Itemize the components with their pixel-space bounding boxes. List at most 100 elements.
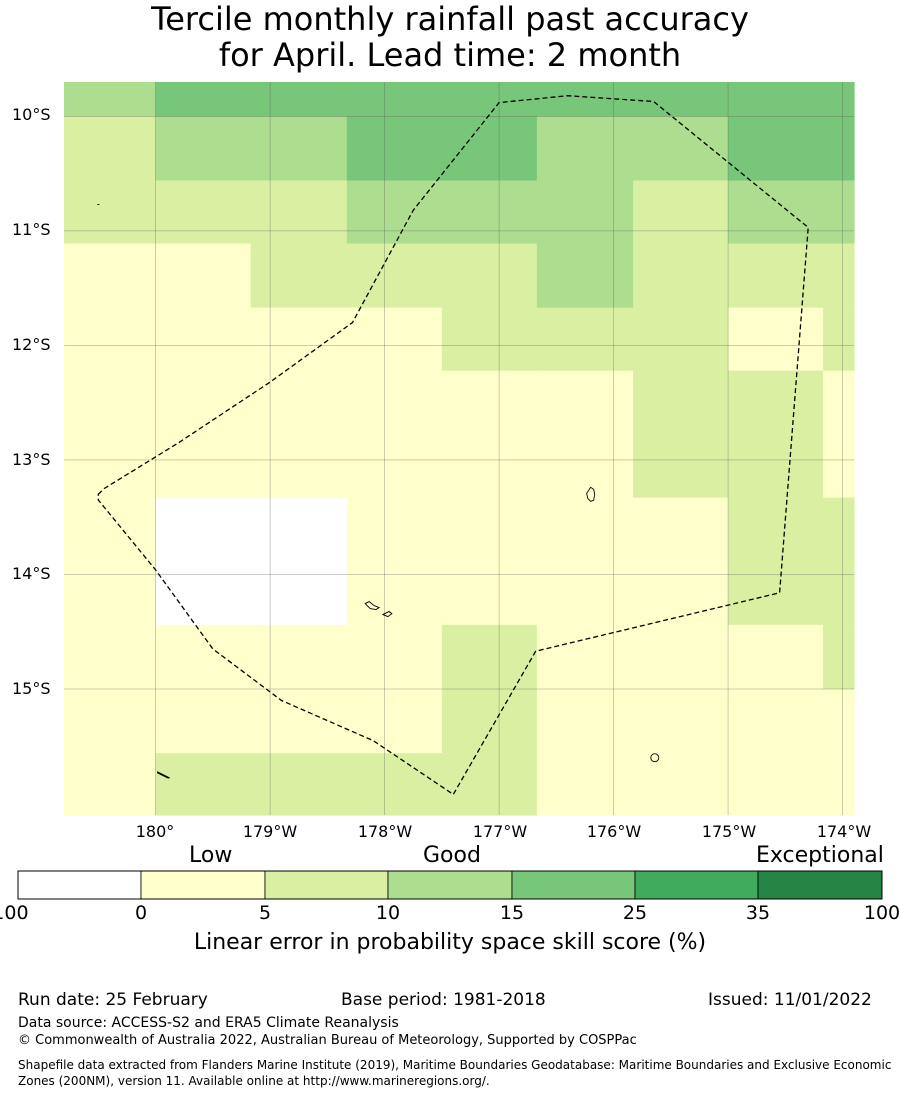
grid-cell (441, 180, 538, 245)
colorbar-tick-5: 5 (258, 902, 272, 924)
grid-cell (441, 753, 538, 816)
lon-label-175w: 175°W (701, 822, 757, 841)
grid-cell (633, 116, 729, 182)
grid-cell (346, 434, 443, 499)
grid-cell (155, 116, 252, 182)
copyright-notice: © Commonwealth of Australia 2022, Austra… (18, 1033, 637, 1048)
grid-cell (64, 434, 157, 499)
lat-label-13s: 13°S (12, 450, 51, 469)
grid-cell (346, 180, 443, 245)
grid-cell (346, 497, 443, 563)
grid-cell (728, 689, 824, 754)
grid-cell (64, 307, 157, 372)
grid-cell (536, 689, 634, 754)
grid-cell (155, 753, 252, 816)
lat-label-11s: 11°S (12, 220, 51, 239)
colorbar-segment (511, 870, 636, 900)
base-period: Base period: 1981-2018 (341, 990, 546, 1010)
grid-cell (250, 243, 348, 309)
grid-cell (823, 180, 855, 245)
grid-cell (536, 243, 634, 309)
grid-cell (346, 370, 443, 436)
lon-label-178w: 178°W (357, 822, 413, 841)
grid-cell (536, 116, 634, 182)
grid-cell (64, 180, 157, 245)
grid-cell (728, 753, 824, 816)
grid-cell (250, 82, 348, 117)
grid-cell (155, 180, 252, 245)
grid-cell (250, 689, 348, 754)
lat-label-14s: 14°S (12, 564, 51, 583)
grid-cell (64, 753, 157, 816)
grid-cell (728, 116, 824, 182)
category-low: Low (189, 843, 233, 868)
grid-cell (633, 243, 729, 309)
skill-grid (64, 82, 855, 816)
grid-cell (155, 307, 252, 372)
grid-cell (536, 561, 634, 626)
category-good: Good (423, 843, 481, 868)
alofi-island (381, 611, 393, 618)
grid-cell (250, 180, 348, 245)
grid-cell (64, 82, 157, 117)
grid-cell (728, 370, 824, 436)
grid-cell (633, 624, 729, 690)
niuafoou-island (650, 753, 660, 763)
grid-cell (633, 689, 729, 754)
colorbar-segment (17, 870, 142, 900)
colorbar-segment (757, 870, 883, 900)
map-title-line-1: Tercile monthly rainfall past accuracy (151, 0, 749, 38)
grid-cell (536, 497, 634, 563)
grid-cell (441, 561, 538, 626)
colorbar-tick-100: 100 (863, 902, 900, 924)
grid-cell (441, 689, 538, 754)
grid-cell (346, 689, 443, 754)
grid-cell (64, 624, 157, 690)
lat-label-15s: 15°S (12, 679, 51, 698)
lon-label-176w: 176°W (586, 822, 642, 841)
grid-cell (64, 561, 157, 626)
grid-cell (155, 434, 252, 499)
grid-cell (346, 82, 443, 117)
grid-cell (441, 243, 538, 309)
grid-cell (633, 497, 729, 563)
islet-south (157, 771, 170, 779)
grid-cell (536, 307, 634, 372)
grid-cell (536, 624, 634, 690)
grid-cell (250, 561, 348, 626)
grid-cell (441, 370, 538, 436)
colorbar-tick-25: 25 (622, 902, 648, 924)
grid-cell (441, 307, 538, 372)
grid-cell (633, 561, 729, 626)
grid-cell (823, 243, 855, 309)
grid-cell (346, 561, 443, 626)
grid-cell (728, 624, 824, 690)
colorbar-tick-10: 10 (375, 902, 401, 924)
grid-cell (536, 753, 634, 816)
islands (97, 204, 660, 779)
grid-cell (346, 624, 443, 690)
issued-date: Issued: 11/01/2022 (708, 990, 872, 1010)
graticule (64, 82, 854, 815)
grid-cell (536, 434, 634, 499)
colorbar-label: Linear error in probability space skill … (193, 930, 707, 955)
grid-cell (728, 243, 824, 309)
grid-cell (155, 624, 252, 690)
grid-cell (441, 434, 538, 499)
grid-cell (250, 624, 348, 690)
grid-cell (441, 116, 538, 182)
grid-cell (250, 753, 348, 816)
colorbar-segment (634, 870, 759, 900)
colorbar-segment (264, 870, 389, 900)
grid-cell (536, 180, 634, 245)
grid-cell (155, 370, 252, 436)
grid-cell (250, 497, 348, 563)
category-exceptional: Exceptional (756, 843, 884, 868)
grid-cell (728, 82, 824, 117)
grid-cell (346, 753, 443, 816)
grid-cell (823, 624, 855, 690)
grid-cell (155, 497, 252, 563)
grid-cell (633, 307, 729, 372)
grid-cell (64, 116, 157, 182)
grid-cell (633, 82, 729, 117)
